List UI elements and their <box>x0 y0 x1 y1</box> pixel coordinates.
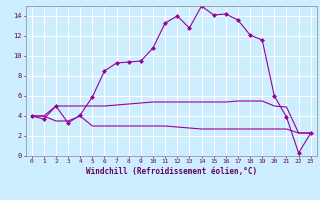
X-axis label: Windchill (Refroidissement éolien,°C): Windchill (Refroidissement éolien,°C) <box>86 167 257 176</box>
